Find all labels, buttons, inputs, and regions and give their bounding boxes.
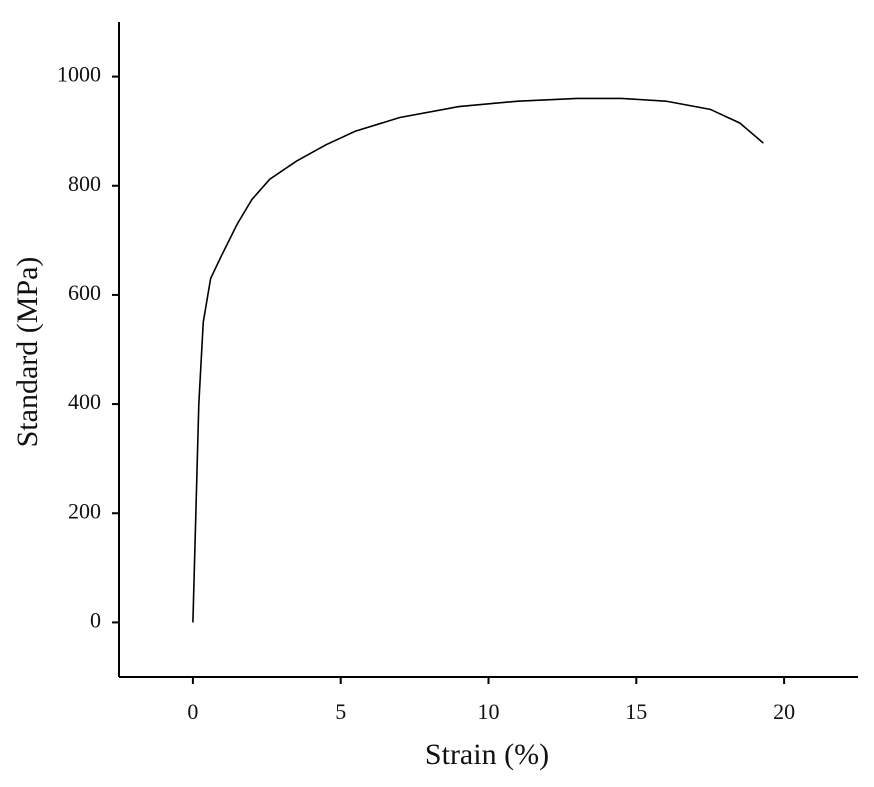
y-tick-label: 400	[68, 389, 101, 414]
y-tick-label: 200	[68, 498, 101, 523]
x-tick-label: 5	[335, 699, 346, 724]
y-tick-label: 1000	[57, 62, 101, 87]
curve	[192, 97, 764, 623]
y-axis-title: Standard (MPa)	[11, 257, 44, 448]
x-tick-label: 10	[478, 699, 500, 724]
x-tick-label: 20	[773, 699, 795, 724]
y-tick-label: 600	[68, 280, 101, 305]
x-tick-label: 0	[187, 699, 198, 724]
x-axis-title: Strain (%)	[425, 738, 549, 771]
x-tick-label: 15	[625, 699, 647, 724]
y-tick-label: 800	[68, 171, 101, 196]
y-tick-label: 0	[90, 607, 101, 632]
